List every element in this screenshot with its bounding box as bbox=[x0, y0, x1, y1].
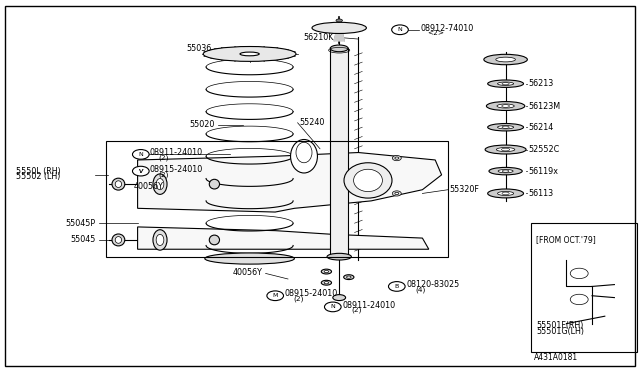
Text: V: V bbox=[139, 169, 143, 174]
Text: 55501F(RH): 55501F(RH) bbox=[536, 321, 584, 330]
Text: 56210K: 56210K bbox=[304, 33, 334, 42]
Ellipse shape bbox=[344, 275, 354, 280]
Text: 55045P: 55045P bbox=[66, 219, 96, 228]
Ellipse shape bbox=[204, 46, 296, 61]
Ellipse shape bbox=[324, 270, 329, 273]
Ellipse shape bbox=[209, 179, 220, 189]
Ellipse shape bbox=[156, 179, 164, 190]
Ellipse shape bbox=[485, 145, 526, 154]
Bar bbox=[330, 48, 348, 257]
Ellipse shape bbox=[486, 102, 525, 110]
Text: (4): (4) bbox=[415, 286, 426, 293]
Text: <2>: <2> bbox=[428, 31, 445, 36]
Text: (2): (2) bbox=[159, 171, 169, 178]
Circle shape bbox=[570, 294, 588, 305]
Text: 08912-74010: 08912-74010 bbox=[420, 24, 474, 33]
Polygon shape bbox=[334, 30, 344, 41]
Text: A431A0181: A431A0181 bbox=[534, 353, 579, 362]
Ellipse shape bbox=[321, 269, 332, 274]
Ellipse shape bbox=[344, 163, 392, 198]
Ellipse shape bbox=[488, 80, 524, 87]
Text: 08911-24010: 08911-24010 bbox=[342, 301, 396, 310]
Text: 55036: 55036 bbox=[186, 44, 211, 53]
Text: B: B bbox=[395, 284, 399, 289]
Text: (2): (2) bbox=[159, 154, 169, 161]
Text: 56119x: 56119x bbox=[528, 167, 558, 176]
Circle shape bbox=[392, 25, 408, 35]
Polygon shape bbox=[138, 153, 442, 212]
Text: 52552C: 52552C bbox=[528, 145, 559, 154]
Ellipse shape bbox=[321, 280, 332, 285]
Ellipse shape bbox=[497, 192, 514, 195]
Text: 55240: 55240 bbox=[299, 118, 324, 126]
Ellipse shape bbox=[115, 181, 122, 187]
Text: (2): (2) bbox=[294, 296, 304, 302]
Text: N: N bbox=[397, 27, 403, 32]
Text: 56123M: 56123M bbox=[528, 102, 560, 110]
Text: 08915-24010: 08915-24010 bbox=[285, 289, 338, 298]
Circle shape bbox=[132, 150, 149, 159]
Text: M: M bbox=[273, 293, 278, 298]
Circle shape bbox=[132, 166, 149, 176]
Circle shape bbox=[267, 291, 284, 301]
Ellipse shape bbox=[496, 57, 515, 62]
Ellipse shape bbox=[330, 45, 348, 52]
Text: 55502 (LH): 55502 (LH) bbox=[16, 172, 60, 181]
Ellipse shape bbox=[209, 235, 220, 245]
Ellipse shape bbox=[497, 104, 515, 108]
Text: 55045: 55045 bbox=[70, 235, 96, 244]
Ellipse shape bbox=[327, 253, 351, 260]
Ellipse shape bbox=[489, 167, 522, 175]
Text: 08911-24010: 08911-24010 bbox=[150, 148, 203, 157]
Text: 55020: 55020 bbox=[189, 120, 214, 129]
Ellipse shape bbox=[395, 157, 399, 159]
Bar bbox=[106, 141, 448, 257]
Ellipse shape bbox=[112, 234, 125, 246]
Polygon shape bbox=[138, 227, 429, 249]
Text: 08120-83025: 08120-83025 bbox=[406, 280, 460, 289]
Ellipse shape bbox=[312, 22, 367, 33]
Text: 55501G(LH): 55501G(LH) bbox=[536, 327, 584, 336]
Ellipse shape bbox=[324, 282, 329, 284]
Ellipse shape bbox=[115, 237, 122, 243]
Text: 40056Y: 40056Y bbox=[232, 268, 262, 277]
Text: 56113: 56113 bbox=[528, 189, 553, 198]
Ellipse shape bbox=[153, 230, 167, 250]
Ellipse shape bbox=[484, 54, 527, 65]
Circle shape bbox=[324, 302, 341, 312]
Ellipse shape bbox=[488, 189, 524, 198]
Text: V: V bbox=[139, 169, 143, 174]
Ellipse shape bbox=[347, 276, 351, 278]
Ellipse shape bbox=[392, 191, 401, 196]
Ellipse shape bbox=[333, 295, 346, 301]
Text: [FROM OCT.'79]: [FROM OCT.'79] bbox=[536, 235, 596, 244]
Text: N: N bbox=[330, 304, 335, 310]
Ellipse shape bbox=[156, 234, 164, 246]
Ellipse shape bbox=[336, 19, 342, 22]
Ellipse shape bbox=[153, 174, 167, 194]
Ellipse shape bbox=[205, 253, 294, 264]
Ellipse shape bbox=[240, 52, 259, 56]
Text: 55320F: 55320F bbox=[449, 185, 479, 194]
Ellipse shape bbox=[497, 82, 514, 86]
Ellipse shape bbox=[498, 169, 513, 173]
Circle shape bbox=[570, 268, 588, 279]
Text: 08915-24010: 08915-24010 bbox=[150, 165, 203, 174]
Ellipse shape bbox=[395, 192, 399, 195]
Text: N: N bbox=[138, 152, 143, 157]
Ellipse shape bbox=[488, 124, 524, 131]
Ellipse shape bbox=[497, 126, 514, 129]
Ellipse shape bbox=[112, 178, 125, 190]
Ellipse shape bbox=[291, 140, 317, 173]
Circle shape bbox=[388, 282, 405, 291]
Bar bbox=[531, 223, 637, 352]
Text: 5550L (RH): 5550L (RH) bbox=[16, 167, 61, 176]
Ellipse shape bbox=[354, 169, 383, 192]
Text: 40056Y: 40056Y bbox=[133, 182, 163, 191]
Ellipse shape bbox=[392, 155, 401, 161]
Ellipse shape bbox=[497, 148, 515, 151]
Text: 56214: 56214 bbox=[528, 123, 553, 132]
Text: 56213: 56213 bbox=[528, 79, 553, 88]
Text: (2): (2) bbox=[351, 307, 362, 314]
